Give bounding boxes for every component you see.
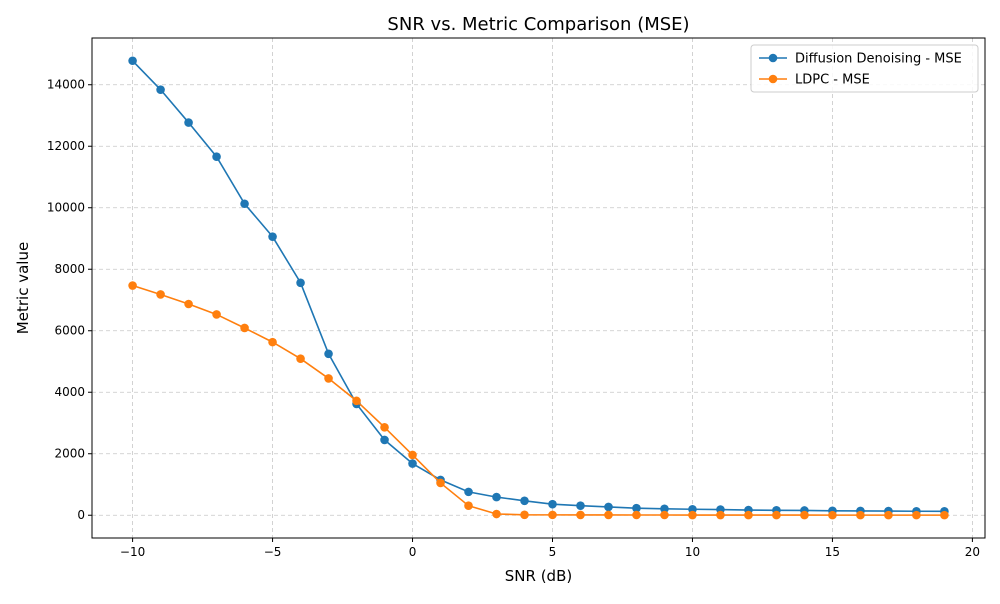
legend-label: LDPC - MSE (795, 73, 870, 88)
data-point (408, 450, 417, 460)
legend-marker (768, 53, 778, 63)
data-point (240, 323, 249, 333)
legend-marker (768, 74, 778, 84)
x-tick-label: 10 (685, 545, 700, 559)
y-tick-label: 2000 (54, 447, 85, 461)
data-point (212, 310, 221, 319)
data-point (464, 487, 473, 497)
data-point (660, 510, 669, 520)
data-point (128, 56, 137, 66)
data-point (548, 499, 557, 509)
data-point (912, 510, 921, 520)
data-point (436, 478, 445, 488)
data-point (324, 374, 333, 383)
data-point (184, 299, 193, 309)
x-tick-label: −5 (264, 545, 282, 559)
series-line-2 (132, 284, 945, 516)
x-tick-label: 20 (965, 545, 980, 559)
data-point (296, 354, 305, 364)
chart-title: SNR vs. Metric Comparison (MSE) (387, 14, 689, 35)
y-tick-label: 12000 (47, 139, 85, 153)
y-axis-title: Metric value (14, 242, 32, 334)
data-point (268, 232, 277, 241)
x-tick-label: 0 (409, 545, 417, 559)
data-point (464, 501, 473, 511)
data-point (184, 118, 193, 127)
x-tick-label: 15 (825, 545, 840, 559)
data-point (324, 349, 333, 359)
x-tick-label: −10 (120, 545, 145, 559)
data-point (716, 510, 725, 520)
data-point (520, 510, 529, 520)
series-line-1 (132, 60, 945, 513)
grid (92, 38, 985, 538)
data-point (548, 510, 557, 520)
data-point (352, 396, 361, 406)
legend-box (750, 44, 979, 93)
data-point (772, 510, 781, 520)
plot-frame (91, 37, 986, 539)
data-point (296, 278, 305, 288)
legend: Diffusion Denoising - MSE LDPC - MSE (750, 44, 979, 93)
data-point (128, 281, 137, 290)
data-point (212, 152, 221, 161)
data-point (576, 510, 585, 520)
data-point (520, 496, 529, 506)
data-point (940, 510, 949, 520)
data-point (856, 510, 865, 520)
y-tick-label: 4000 (54, 385, 85, 399)
data-point (156, 290, 165, 299)
y-tick-label: 14000 (47, 78, 85, 92)
y-tick-label: 0 (77, 508, 85, 522)
axes: −10 −5 0 5 10 15 20 0 2000 4000 6000 8000 10000 12000… (47, 78, 980, 559)
data-point (408, 459, 417, 468)
legend-label: Diffusion Denoising - MSE (795, 52, 962, 67)
data-point (240, 199, 249, 209)
data-point (660, 504, 669, 514)
data-point (632, 503, 641, 513)
data-point (688, 510, 697, 520)
data-point (380, 422, 389, 432)
data-point (380, 435, 389, 445)
x-tick-label: 5 (549, 545, 557, 559)
data-point (632, 510, 641, 520)
data-point (576, 501, 585, 511)
data-point (492, 509, 501, 519)
data-point (604, 510, 613, 520)
data-point (492, 492, 501, 502)
y-tick-label: 10000 (47, 201, 85, 215)
x-axis-title: SNR (dB) (505, 567, 572, 585)
y-tick-label: 6000 (54, 324, 85, 338)
y-tick-label: 8000 (54, 262, 85, 276)
data-point (744, 510, 753, 520)
data-point (828, 510, 837, 520)
series-layer (128, 56, 949, 520)
data-point (156, 85, 165, 94)
data-point (800, 510, 809, 520)
data-point (604, 502, 613, 512)
data-point (268, 337, 277, 347)
data-point (884, 510, 893, 520)
